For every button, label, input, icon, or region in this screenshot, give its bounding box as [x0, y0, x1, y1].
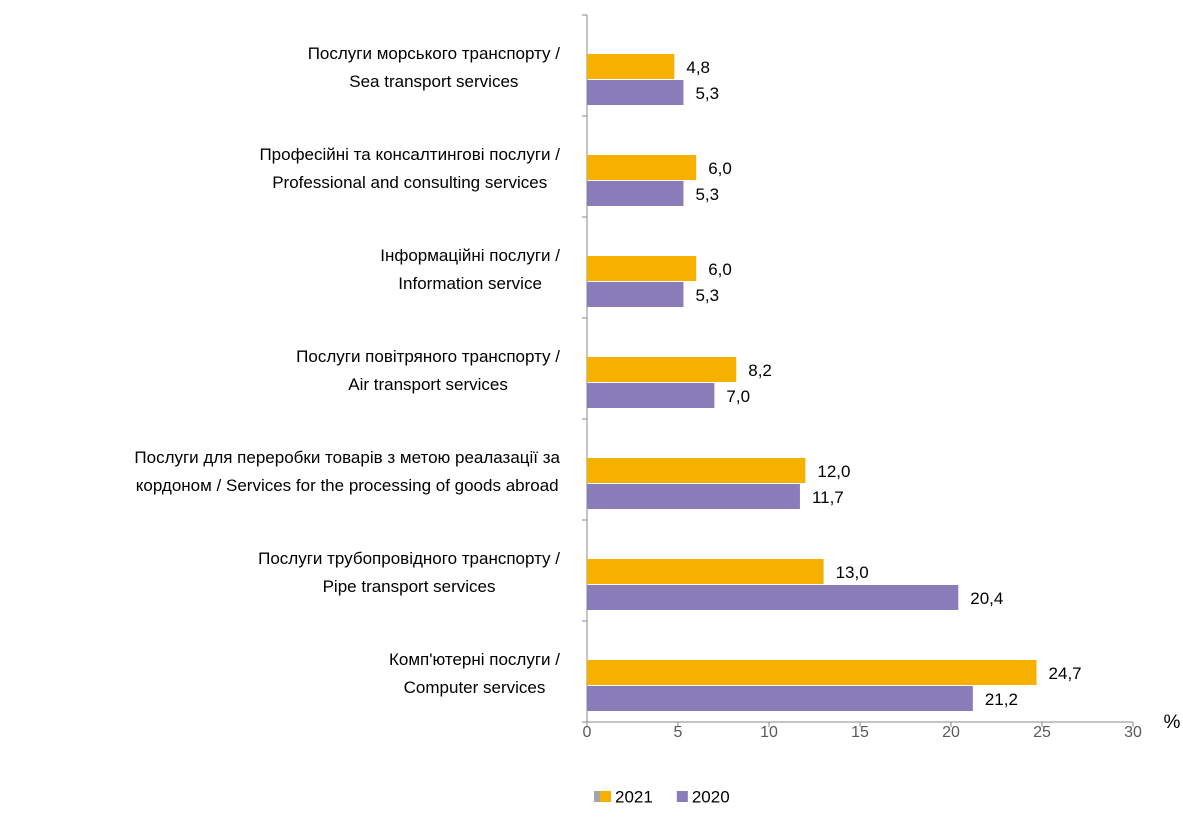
category-label: Інформаційні послуги /	[380, 246, 560, 265]
x-tick-label: 30	[1124, 724, 1142, 741]
category-label: Послуги трубопровідного транспорту /	[258, 549, 560, 568]
category-label: Послуги для переробки товарів з метою ре…	[134, 448, 560, 467]
category-label: Sea transport services	[349, 72, 518, 91]
bar	[587, 383, 715, 408]
value-label: 6,0	[708, 260, 732, 279]
bar	[587, 181, 684, 206]
bar	[587, 585, 959, 610]
legend-swatch	[594, 791, 605, 802]
bar	[587, 686, 973, 711]
bar	[587, 484, 800, 509]
legend-label: 2020	[692, 787, 730, 806]
value-label: 11,7	[812, 488, 844, 507]
value-label: 4,8	[686, 58, 710, 77]
category-label: Information service	[398, 274, 542, 293]
bar	[587, 660, 1037, 685]
legend-label: 2021	[615, 787, 653, 806]
bar	[587, 282, 684, 307]
value-label: 12,0	[817, 462, 850, 481]
category-label: Комп'ютерні послуги /	[389, 650, 560, 669]
value-label: 21,2	[985, 690, 1018, 709]
bar	[587, 559, 824, 584]
category-label: Professional and consulting services	[272, 173, 547, 192]
category-label: Computer services	[404, 678, 546, 697]
value-label: 7,0	[726, 387, 750, 406]
value-label: 13,0	[836, 563, 869, 582]
category-label: Pipe transport services	[323, 577, 496, 596]
legend-swatch	[676, 791, 688, 802]
value-label: 5,3	[695, 185, 719, 204]
value-label: 6,0	[708, 159, 732, 178]
legend-swatch	[600, 791, 611, 802]
category-label: Послуги морського транспорту /	[308, 44, 561, 63]
x-axis-label: %	[1164, 712, 1181, 733]
category-label: Air transport services	[348, 375, 508, 394]
x-tick-label: 0	[583, 724, 592, 741]
x-tick-label: 25	[1033, 724, 1051, 741]
value-label: 24,7	[1049, 664, 1082, 683]
x-tick-label: 5	[674, 724, 683, 741]
category-label: кордоном / Services for the processing o…	[136, 476, 559, 495]
x-tick-label: 10	[760, 724, 778, 741]
bar	[587, 80, 684, 105]
bar	[587, 54, 675, 79]
bar	[587, 458, 806, 483]
x-tick-label: 20	[942, 724, 960, 741]
value-label: 5,3	[695, 286, 719, 305]
value-label: 20,4	[970, 589, 1003, 608]
bar	[587, 357, 737, 382]
value-label: 8,2	[748, 361, 772, 380]
category-label: Професійні та консалтингові послуги /	[259, 145, 560, 164]
category-label: Послуги повітряного транспорту /	[296, 347, 560, 366]
x-tick-label: 15	[851, 724, 869, 741]
value-label: 5,3	[695, 84, 719, 103]
bar	[587, 155, 697, 180]
bar	[587, 256, 697, 281]
